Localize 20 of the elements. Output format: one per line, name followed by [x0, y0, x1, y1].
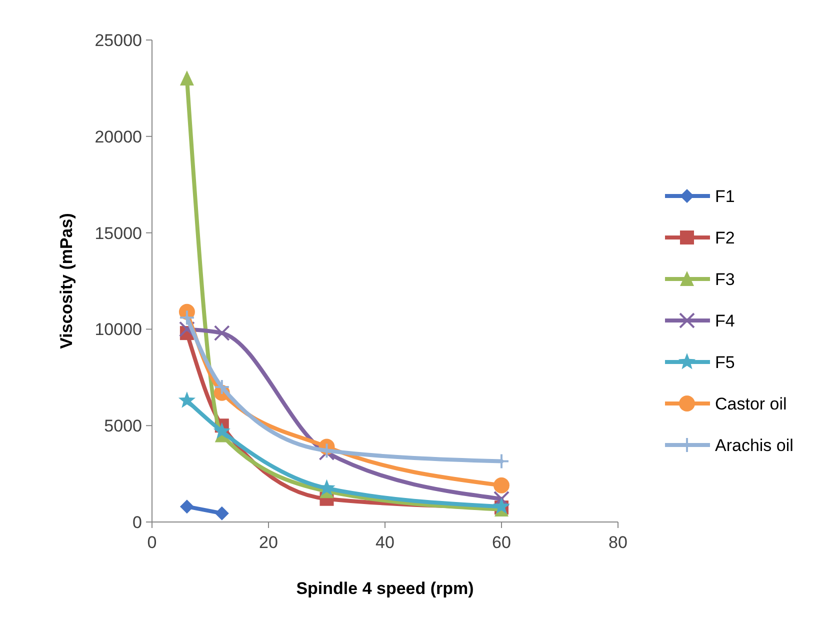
- x-tick-label: 40: [376, 533, 394, 552]
- y-axis-title: Viscosity (mPas): [57, 213, 76, 349]
- x-axis-title: Spindle 4 speed (rpm): [296, 579, 474, 598]
- legend-label: F4: [715, 311, 735, 330]
- legend-label: F1: [715, 186, 735, 206]
- y-tick-label: 0: [132, 512, 142, 532]
- legend-label: F5: [715, 352, 735, 372]
- x-tick-label: 80: [608, 533, 628, 552]
- x-tick-label: 60: [492, 533, 511, 552]
- y-tick-label: 20000: [94, 127, 142, 146]
- y-tick-label: 5000: [104, 416, 142, 436]
- y-tick-label: 15000: [94, 224, 142, 243]
- legend-label: F2: [715, 228, 735, 248]
- x-tick-label: 20: [259, 533, 278, 552]
- legend-label: F3: [715, 270, 735, 289]
- legend-label: Arachis oil: [715, 436, 794, 455]
- y-tick-label: 25000: [94, 30, 142, 50]
- legend-label: Castor oil: [715, 394, 787, 414]
- x-tick-label: 0: [147, 533, 157, 552]
- y-tick-label: 10000: [94, 320, 142, 340]
